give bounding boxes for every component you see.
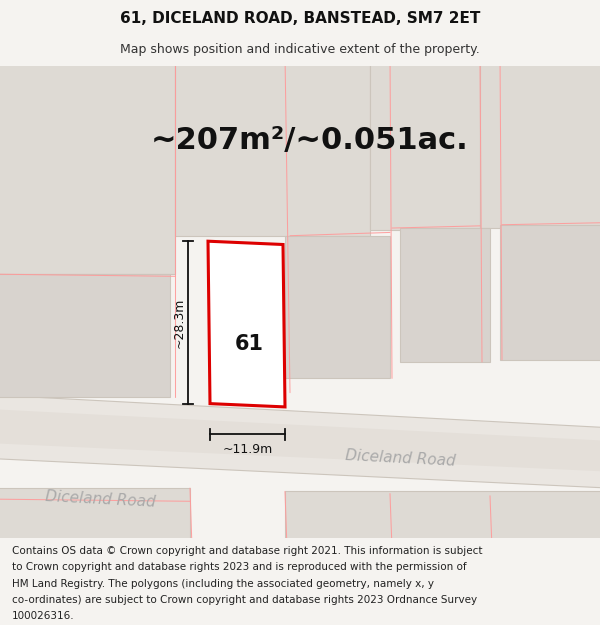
Text: Map shows position and indicative extent of the property.: Map shows position and indicative extent… <box>120 42 480 56</box>
Text: Contains OS data © Crown copyright and database right 2021. This information is : Contains OS data © Crown copyright and d… <box>12 546 482 556</box>
Polygon shape <box>0 395 600 488</box>
Polygon shape <box>285 236 390 378</box>
Text: 100026316.: 100026316. <box>12 611 74 621</box>
Polygon shape <box>175 54 370 236</box>
Text: 61, DICELAND ROAD, BANSTEAD, SM7 2ET: 61, DICELAND ROAD, BANSTEAD, SM7 2ET <box>120 11 480 26</box>
Polygon shape <box>0 54 175 274</box>
Text: HM Land Registry. The polygons (including the associated geometry, namely x, y: HM Land Registry. The polygons (includin… <box>12 579 434 589</box>
Text: ~207m²/~0.051ac.: ~207m²/~0.051ac. <box>151 126 469 155</box>
Text: Diceland Road: Diceland Road <box>44 489 155 509</box>
Polygon shape <box>0 488 190 549</box>
Polygon shape <box>500 225 600 360</box>
Polygon shape <box>480 54 600 228</box>
Polygon shape <box>400 228 490 362</box>
Text: Diceland Road: Diceland Road <box>344 448 455 469</box>
Text: 61: 61 <box>235 334 264 354</box>
Text: ~28.3m: ~28.3m <box>173 298 185 348</box>
Polygon shape <box>0 409 600 472</box>
Text: ~11.9m: ~11.9m <box>223 443 272 456</box>
Polygon shape <box>208 241 285 407</box>
Text: to Crown copyright and database rights 2023 and is reproduced with the permissio: to Crown copyright and database rights 2… <box>12 562 467 572</box>
Polygon shape <box>285 491 600 549</box>
Polygon shape <box>370 54 480 230</box>
Polygon shape <box>0 274 170 397</box>
Text: co-ordinates) are subject to Crown copyright and database rights 2023 Ordnance S: co-ordinates) are subject to Crown copyr… <box>12 595 477 605</box>
